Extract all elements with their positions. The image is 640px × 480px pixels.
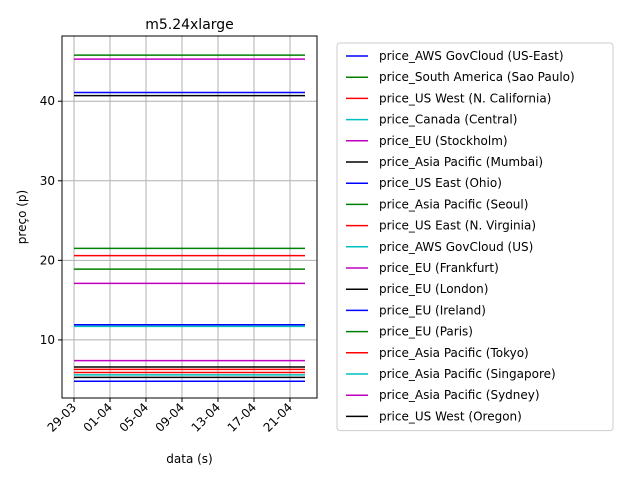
x-tick-label: 17-04 [225,400,260,435]
legend-entry: price_Asia Pacific (Singapore) [379,367,556,381]
x-tick-label: 05-04 [117,400,152,435]
axes-frame [61,35,318,399]
legend-entry: price_AWS GovCloud (US-East) [379,49,564,63]
legend-entry: price_AWS GovCloud (US) [379,240,533,254]
y-tick-label: 30 [40,174,55,188]
legend-box [336,42,614,432]
x-axis-label: data (s) [166,452,212,466]
legend-entry: price_US West (Oregon) [379,409,522,423]
legend-entry: price_EU (Stockholm) [379,134,508,148]
y-tick-label: 20 [40,253,55,267]
legend-entry: price_EU (Frankfurt) [379,261,499,275]
x-tick-label: 01-04 [81,400,116,435]
legend-entry: price_EU (London) [379,282,488,296]
chart-title: m5.24xlarge [145,17,234,33]
x-axis-ticks: 29-03 01-04 05-04 09-04 13-04 17-04 21-04 [45,398,296,435]
legend-entry: price_EU (Ireland) [379,303,486,317]
legend-entry: price_Asia Pacific (Mumbai) [379,155,543,169]
y-tick-label: 40 [40,94,55,108]
legend-entry: price_Asia Pacific (Seoul) [379,197,528,211]
series-lines [74,54,305,383]
legend-entry: price_US West (N. California) [379,91,551,105]
legend-entry: price_US East (Ohio) [379,176,502,190]
x-tick-label: 13-04 [189,400,224,435]
y-axis-ticks: 10 20 30 40 [40,94,62,347]
legend-entry: price_South America (Sao Paulo) [379,70,575,84]
x-tick-label: 09-04 [153,400,188,435]
legend-entry: price_EU (Paris) [379,325,473,339]
legend-entry: price_Canada (Central) [379,113,517,127]
x-tick-label: 29-03 [45,400,80,435]
y-tick-label: 10 [40,333,55,347]
grid [62,36,317,398]
legend-entry: price_US East (N. Virginia) [379,219,536,233]
legend-entry: price_Asia Pacific (Sydney) [379,388,540,402]
legend: price_AWS GovCloud (US-East) price_South … [336,42,614,432]
y-axis-label: preço (p) [15,190,29,244]
legend-entry: price_Asia Pacific (Tokyo) [379,346,529,360]
x-tick-label: 21-04 [261,400,296,435]
